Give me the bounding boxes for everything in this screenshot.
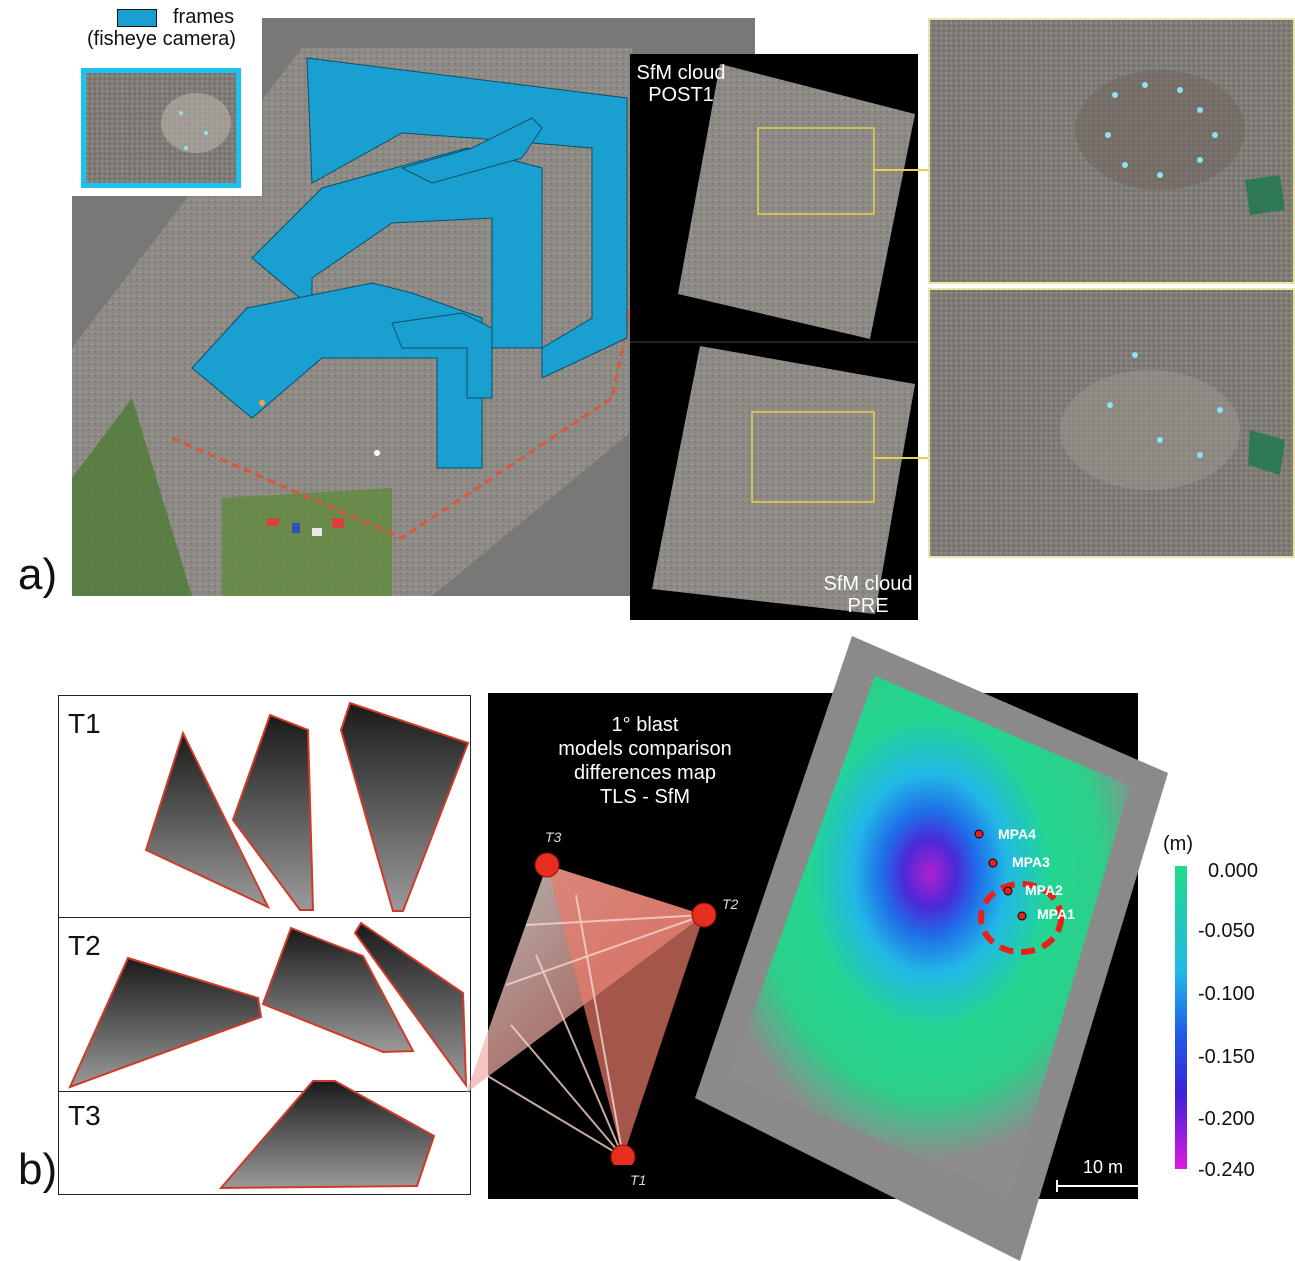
tls-divider-2 [58,1091,471,1092]
station-t2: T2 [722,896,739,912]
point-mpa2: MPA2 [1025,882,1063,898]
legend-label-frames: frames [173,6,235,28]
scan-label-t2: T2 [68,930,101,961]
zoom-post1 [928,18,1295,284]
scale-bar-label: 10 m [1083,1157,1124,1177]
post1-label: SfM cloud POST1 [636,62,726,106]
fisheye-thumbnail [81,68,241,188]
zoom-pre [928,288,1295,558]
tls-stations-diagram [466,852,717,1165]
point-mpa3: MPA3 [1012,854,1050,870]
panel-a-label: a) [18,550,58,599]
difference-map [695,636,1168,1261]
frames-legend-swatch [117,9,157,27]
colorbar-tick-5: -0.240 [1198,1159,1255,1181]
scale-bar [1056,1180,1164,1192]
point-mpa4: MPA4 [998,826,1036,842]
panel-b-label: b) [18,1145,58,1194]
colorbar-tick-0: 0.000 [1208,860,1259,882]
difference-map-title: 1° blast models comparison differences m… [558,714,732,808]
legend-label-camera: (fisheye camera) [87,28,236,50]
pre-label: SfM cloud PRE [823,573,913,617]
scan-label-t3: T3 [68,1100,101,1131]
tls-scan-shapes [68,701,470,1190]
colorbar [1175,866,1187,1169]
colorbar-tick-1: -0.050 [1198,920,1255,942]
station-t1: T1 [630,1172,647,1188]
tls-divider-1 [58,917,471,918]
colorbar-tick-3: -0.150 [1198,1046,1255,1068]
station-t3: T3 [545,829,562,845]
point-mpa1: MPA1 [1037,906,1075,922]
colorbar-tick-4: -0.200 [1198,1108,1255,1130]
sfm-clouds-panel [630,54,918,620]
scan-label-t1: T1 [68,708,101,739]
colorbar-tick-2: -0.100 [1198,983,1255,1005]
colorbar-unit: (m) [1163,833,1193,855]
